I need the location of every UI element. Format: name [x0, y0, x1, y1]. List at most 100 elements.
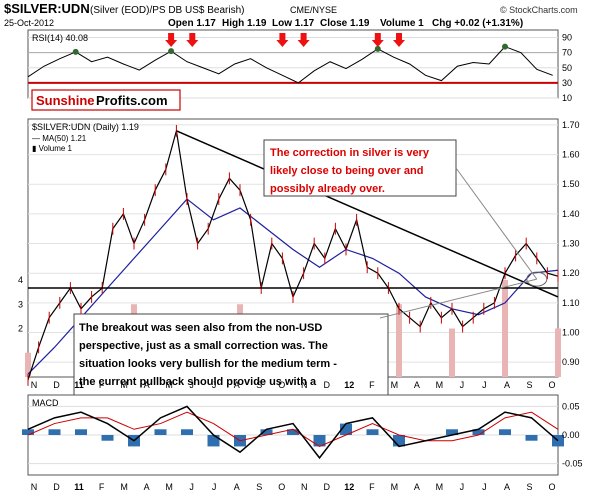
macd-histogram-bar [48, 429, 61, 435]
rsi-overbought-point [72, 48, 79, 55]
x-axis-label: M [165, 482, 173, 492]
price-title: $SILVER:UDN (Daily) 1.19 [32, 122, 139, 132]
breakout-annotation: The breakout was seen also from the non-… [73, 313, 389, 407]
macd-histogram-bar [340, 423, 352, 435]
rsi-title: RSI(14) 40.08 [32, 33, 88, 43]
rsi-panel [27, 29, 559, 99]
macd-tick-label: 0.05 [562, 401, 580, 411]
red-arrow-icon [186, 33, 199, 47]
price-tick-label: 1.00 [562, 328, 580, 338]
macd-tick-label: -0.05 [562, 459, 583, 469]
price-tick-label: 1.60 [562, 150, 580, 160]
quote-high: High 1.19 [222, 18, 267, 29]
macd-histogram-bar [499, 429, 511, 435]
x-axis-label: J [482, 482, 487, 492]
macd-histogram-bar [154, 429, 167, 435]
sunshine-profits-logo: Sunshine Profits.com [31, 89, 181, 111]
ma50-line [27, 198, 559, 375]
volume-legend: ▮ Volume 1 [32, 144, 73, 153]
quote-low: Low 1.17 [272, 18, 315, 29]
x-axis-label: F [369, 380, 375, 390]
x-axis-label: M [436, 482, 444, 492]
ma-legend: — MA(50) 1.21 [32, 134, 87, 143]
x-axis-label: M [436, 380, 444, 390]
x-axis-label: J [460, 482, 465, 492]
macd-histogram-bar [75, 429, 87, 435]
x-axis-label: N [31, 380, 38, 390]
callout-line [455, 167, 538, 280]
svg-text:The correction in silver is ve: The correction in silver is very likely c… [270, 147, 430, 195]
macd-line [27, 405, 559, 460]
x-axis-label: D [324, 380, 331, 390]
macd-title: MACD [32, 398, 59, 408]
x-axis-label: J [212, 380, 217, 390]
macd-histogram-bar [22, 429, 34, 435]
volume-bar [396, 304, 402, 377]
price-tick-label: 1.40 [562, 209, 580, 219]
correction-annotation: The correction in silver is very likely c… [263, 139, 457, 197]
x-axis-label: M [391, 482, 399, 492]
volume-tick-label: 4 [18, 275, 23, 285]
x-axis-label: F [99, 482, 105, 492]
macd-histogram-bar [393, 435, 405, 447]
red-arrow-icon [276, 33, 289, 47]
red-arrow-icon [165, 33, 178, 47]
x-axis-label: F [99, 380, 105, 390]
price-tick-label: 1.50 [562, 179, 580, 189]
price-tick-label: 1.10 [562, 298, 580, 308]
x-axis-label: J [212, 482, 217, 492]
macd-histogram-bar [101, 435, 114, 441]
quote-open: Open 1.17 [168, 18, 216, 29]
rsi-overbought-point [374, 45, 381, 52]
volume-tick-label: 2 [18, 324, 23, 334]
chart-exchange: CME/NYSE [290, 5, 337, 15]
red-arrow-icon [297, 33, 310, 47]
x-axis-label: O [278, 380, 285, 390]
x-axis-label: N [301, 482, 308, 492]
x-axis-label: S [256, 482, 262, 492]
volume-bar [555, 328, 561, 377]
x-axis-label: D [324, 482, 331, 492]
x-axis-label: S [526, 482, 532, 492]
chart-description: (Silver (EOD)/PS DB US$ Bearish) [90, 5, 244, 16]
x-axis-label: O [548, 482, 555, 492]
x-axis-label: A [504, 380, 510, 390]
x-axis-label: J [482, 380, 487, 390]
price-tick-label: 1.70 [562, 120, 580, 130]
x-axis-label: A [234, 380, 240, 390]
x-axis-label: N [31, 482, 38, 492]
macd-signal-line [27, 411, 559, 447]
x-axis-label: M [165, 380, 173, 390]
macd-histogram-bar [525, 435, 538, 441]
logo-part1: Sunshine [36, 93, 95, 108]
volume-bar [449, 328, 455, 377]
rsi-tick-label: 10 [562, 93, 572, 103]
rsi-overbought-point [502, 43, 508, 50]
x-axis-label: M [120, 380, 128, 390]
macd-tick-label: 0.00 [562, 430, 580, 440]
x-axis-label: A [144, 380, 150, 390]
x-axis-label: A [414, 482, 420, 492]
x-axis-label: S [526, 380, 532, 390]
volume-tick-label: 3 [18, 299, 23, 309]
volume-bar [25, 352, 31, 377]
x-axis-label: D [53, 482, 60, 492]
price-tick-label: 1.30 [562, 239, 580, 249]
quote-close: Close 1.19 [320, 18, 370, 29]
x-axis-label: A [504, 482, 510, 492]
chart-symbol: $SILVER:UDN [4, 1, 90, 16]
x-axis-label: J [460, 380, 465, 390]
x-axis-label: N [301, 380, 308, 390]
x-axis-label: S [256, 380, 262, 390]
macd-histogram-bar [181, 429, 193, 435]
x-axis-label: J [189, 380, 194, 390]
callout-line [379, 278, 537, 319]
macd-histogram-bar [260, 429, 273, 435]
rsi-tick-label: 50 [562, 63, 572, 73]
quote-volume: Volume 1 [380, 18, 424, 29]
x-axis-label: A [414, 380, 420, 390]
macd-histogram-bar [366, 429, 379, 435]
chart-watermark: © StockCharts.com [500, 5, 578, 15]
rsi-line [27, 46, 553, 84]
